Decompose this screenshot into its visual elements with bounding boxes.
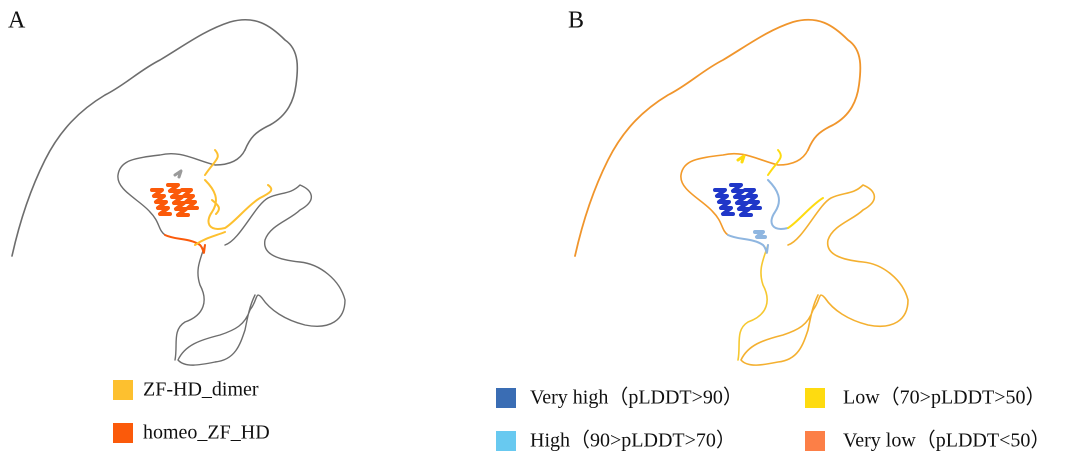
legend-label: Very low（pLDDT<50）	[843, 429, 1050, 452]
legend-label: homeo_ZF_HD	[143, 422, 270, 444]
legend-label: High（90>pLDDT>70）	[530, 429, 736, 452]
legend: ZF-HD_dimer homeo_ZF_HD	[113, 379, 270, 444]
legend-swatch	[805, 388, 825, 408]
legend-label: Low（70>pLDDT>50）	[843, 386, 1046, 409]
panel-label: B	[568, 8, 584, 34]
protein-structure	[12, 20, 345, 365]
legend-swatch	[805, 431, 825, 451]
legend-swatch	[113, 423, 133, 443]
figure: A B ZF-HD_dimer	[0, 0, 1091, 463]
legend-label: Very high（pLDDT>90）	[530, 386, 743, 409]
panel-label: A	[8, 8, 26, 34]
legend-swatch	[496, 431, 516, 451]
legend-swatch	[113, 380, 133, 400]
legend-swatch	[496, 388, 516, 408]
legend: Very high（pLDDT>90） High（90>pLDDT>70） Lo…	[496, 386, 1050, 452]
legend-label: ZF-HD_dimer	[143, 379, 259, 401]
protein-structure	[575, 20, 908, 365]
